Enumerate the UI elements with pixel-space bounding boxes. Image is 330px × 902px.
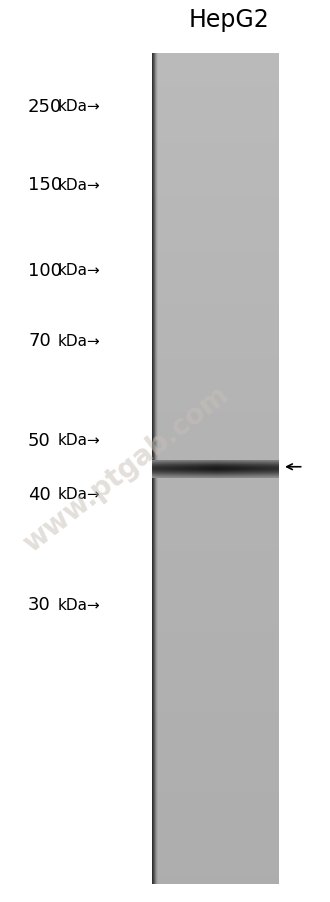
Text: 30: 30 <box>28 595 51 613</box>
Text: 50: 50 <box>28 431 51 449</box>
Text: kDa→: kDa→ <box>58 597 101 612</box>
Text: kDa→: kDa→ <box>58 178 101 192</box>
Text: kDa→: kDa→ <box>58 263 101 278</box>
Text: kDa→: kDa→ <box>58 334 101 348</box>
Text: kDa→: kDa→ <box>58 99 101 114</box>
Text: HepG2: HepG2 <box>189 7 270 32</box>
Text: kDa→: kDa→ <box>58 487 101 502</box>
Text: 40: 40 <box>28 485 51 503</box>
Text: 70: 70 <box>28 332 51 350</box>
Text: kDa→: kDa→ <box>58 433 101 447</box>
Text: 250: 250 <box>28 97 62 115</box>
Text: 150: 150 <box>28 176 62 194</box>
Text: www.ptgab.com: www.ptgab.com <box>17 381 234 557</box>
Text: 100: 100 <box>28 262 62 280</box>
